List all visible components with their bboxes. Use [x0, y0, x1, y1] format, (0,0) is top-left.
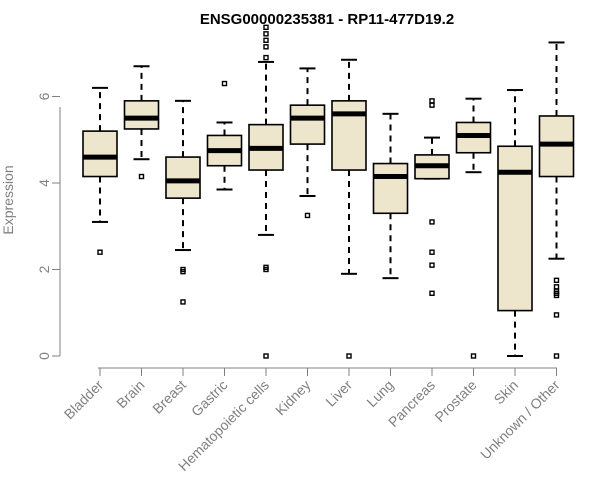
outlier-point — [221, 80, 228, 87]
outlier-point — [429, 219, 435, 225]
iqr-box — [289, 104, 326, 145]
x-tick-label: Prostate — [431, 377, 479, 425]
y-tick-label: 6 — [36, 92, 52, 100]
outlier-point — [180, 268, 186, 275]
outlier-point — [138, 173, 145, 180]
outlier-point — [429, 262, 435, 268]
x-tick-label: Unknown / Other — [477, 377, 563, 463]
box-gastric — [206, 80, 243, 191]
outlier-point — [263, 37, 269, 43]
outlier-point — [553, 292, 560, 299]
box-unknown-other — [538, 41, 575, 359]
outlier-point — [553, 312, 560, 318]
outlier-point — [553, 284, 560, 290]
y-tick-label: 2 — [36, 265, 52, 273]
x-tick-label: Brain — [113, 377, 147, 411]
outlier-point — [429, 102, 435, 108]
iqr-box — [123, 100, 160, 130]
box-hematopoietic-cells — [248, 24, 284, 359]
y-ticks: 0 2 4 6 — [36, 92, 60, 360]
iqr-box — [165, 156, 201, 199]
outlier-point — [429, 98, 435, 104]
outlier-point — [470, 353, 477, 359]
outlier-point — [263, 31, 269, 37]
box-pancreas — [414, 98, 450, 296]
box-bladder — [82, 86, 118, 255]
outlier-point — [180, 299, 186, 305]
outlier-point — [553, 353, 560, 359]
x-tick-label: Skin — [491, 377, 522, 408]
iqr-box — [372, 162, 409, 215]
outlier-point — [346, 353, 352, 359]
x-tick-label: Breast — [149, 377, 189, 417]
box-lung — [372, 112, 409, 280]
outlier-point — [263, 353, 269, 359]
outlier-point — [263, 44, 269, 50]
x-tick-label: Kidney — [272, 377, 314, 419]
outlier-point — [429, 290, 435, 296]
outlier-point — [304, 212, 311, 219]
outlier-point — [263, 266, 269, 273]
box-brain — [123, 65, 160, 180]
iqr-box — [331, 100, 367, 171]
outlier-point — [553, 277, 560, 284]
outlier-point — [97, 249, 103, 255]
box-kidney — [289, 67, 326, 219]
box-skin — [497, 89, 533, 357]
x-tick-label: Liver — [322, 377, 355, 410]
y-tick-label: 4 — [36, 179, 52, 187]
box-breast — [165, 99, 201, 305]
x-tick-label: Bladder — [61, 377, 107, 423]
outlier-point — [429, 249, 435, 255]
x-tick-label: Lung — [363, 377, 396, 410]
chart-title: ENSG00000235381 - RP11-477D19.2 — [200, 11, 454, 28]
iqr-box — [82, 130, 118, 178]
box-prostate — [455, 97, 492, 359]
boxes — [82, 24, 575, 359]
y-axis-label: Expression — [0, 165, 16, 234]
outlier-point — [263, 24, 269, 31]
outlier-point — [263, 54, 269, 61]
y-tick-label: 0 — [36, 352, 52, 360]
box-liver — [331, 58, 367, 359]
